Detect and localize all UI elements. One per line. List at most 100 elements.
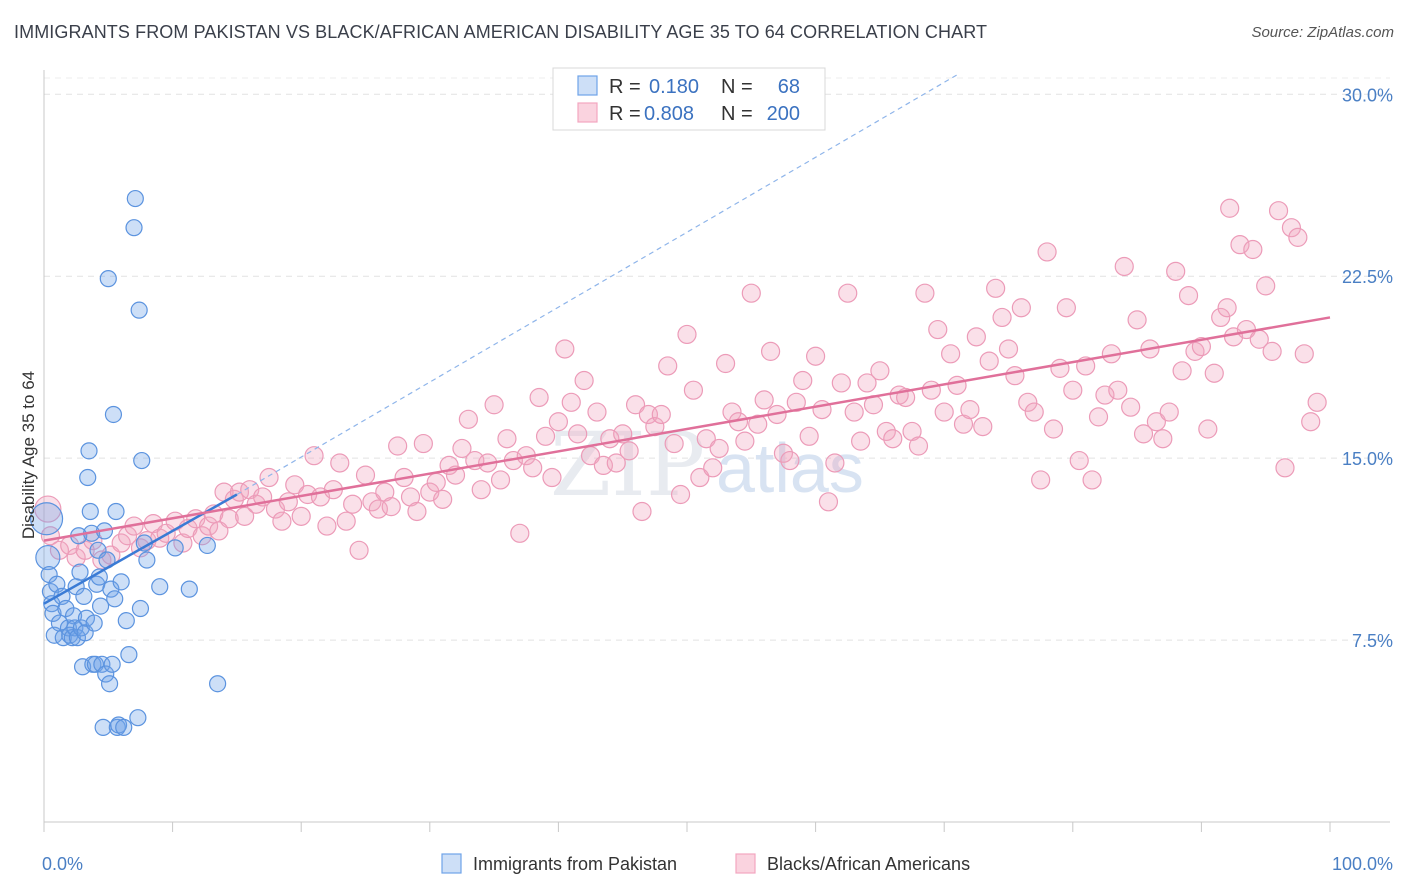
data-point-pink (1191, 336, 1212, 357)
trend-lines (43, 74, 1331, 605)
data-point-pink (484, 395, 504, 415)
data-point-pink (272, 511, 292, 531)
data-point-pink (362, 492, 382, 512)
data-point-pink (619, 441, 639, 461)
data-point-pink (1204, 363, 1224, 383)
bottom-legend-label: Immigrants from Pakistan (473, 854, 677, 874)
data-point-pink (1031, 470, 1051, 490)
data-point-pink (1037, 242, 1057, 262)
data-point-blue (131, 599, 150, 618)
data-point-pink (818, 492, 839, 512)
data-point-pink (998, 339, 1019, 359)
data-point-blue (180, 580, 198, 598)
data-point-pink (1301, 412, 1321, 432)
data-point-pink (1127, 310, 1147, 330)
data-point-pink (555, 339, 575, 359)
data-point-pink (760, 341, 781, 361)
data-point-pink (111, 533, 131, 553)
data-point-pink (1172, 361, 1192, 381)
data-point-pink (497, 429, 517, 449)
data-point-pink (291, 506, 311, 526)
data-point-blue (29, 502, 64, 536)
data-point-pink (1288, 227, 1308, 247)
data-point-pink (535, 426, 556, 446)
data-point-pink (831, 373, 851, 393)
data-point-blue (97, 665, 115, 683)
legend-swatch-blue (577, 75, 598, 96)
data-point-pink (883, 429, 903, 449)
data-point-pink (748, 414, 768, 434)
data-point-pink (696, 429, 716, 449)
data-point-pink (1088, 407, 1109, 427)
data-point-pink (1217, 298, 1237, 318)
data-point-pink (960, 400, 980, 420)
data-point-pink (844, 402, 864, 422)
data-point-pink (838, 283, 858, 303)
data-point-blue (115, 718, 133, 736)
data-point-pink (381, 497, 401, 517)
data-point-pink (709, 438, 729, 459)
data-point-pink (992, 307, 1012, 328)
data-point-pink (336, 511, 356, 531)
legend-n-label: N = (721, 76, 753, 98)
data-point-pink (561, 392, 581, 412)
data-point-pink (921, 380, 941, 400)
watermark-atlas: atlas (716, 429, 864, 507)
data-point-pink (529, 387, 549, 408)
data-point-pink (452, 438, 472, 459)
data-point-blue (112, 573, 130, 591)
legend-swatch-pink (577, 102, 598, 123)
axes (43, 70, 1390, 832)
data-point-blue (129, 709, 147, 727)
data-point-pink (349, 540, 369, 560)
legend-r-label: R = (609, 103, 641, 125)
legend-r-label: R = (609, 76, 641, 98)
data-point-pink (1268, 201, 1289, 221)
data-point-pink (523, 458, 543, 478)
data-point-pink (851, 431, 871, 451)
data-point-pink (542, 467, 562, 488)
data-point-pink (1211, 307, 1231, 328)
data-point-pink (259, 467, 279, 488)
data-point-blue (35, 544, 61, 571)
trend-line-pink (43, 316, 1331, 542)
data-point-blue (75, 587, 93, 606)
data-point-pink (857, 373, 877, 393)
data-point-pink (1230, 235, 1250, 255)
data-point-pink (1294, 344, 1314, 364)
data-point-pink (343, 494, 363, 514)
data-point-pink (773, 443, 794, 463)
trend-line-blue-extended (236, 74, 958, 496)
data-point-pink (34, 495, 62, 523)
data-point-pink (908, 436, 929, 456)
data-point-pink (979, 351, 999, 371)
data-point-pink (587, 402, 607, 422)
data-point-pink (1198, 419, 1218, 439)
data-point-pink (799, 426, 819, 446)
data-point-pink (966, 327, 986, 347)
data-point-pink (670, 484, 691, 505)
grid-lines (44, 77, 1390, 641)
data-point-pink (219, 509, 239, 529)
data-point-pink (973, 416, 993, 437)
data-point-blue (91, 597, 110, 615)
data-point-pink (285, 475, 305, 495)
data-point-pink (658, 356, 678, 376)
data-point-pink (683, 380, 704, 400)
bottom-legend-label: Blacks/African Americans (767, 854, 970, 874)
data-point-pink (510, 523, 530, 543)
data-point-pink (651, 404, 671, 425)
data-point-pink (1056, 298, 1076, 318)
data-point-pink (1069, 450, 1089, 471)
data-point-blue (71, 563, 89, 581)
data-point-pink (330, 453, 350, 473)
data-point-pink (317, 516, 337, 536)
data-point-pink (490, 470, 511, 490)
legend-n-value: 68 (778, 76, 800, 98)
data-point-pink (741, 283, 761, 303)
data-point-pink (458, 409, 478, 429)
data-point-pink (1005, 366, 1025, 386)
data-point-pink (426, 472, 446, 492)
data-point-pink (632, 501, 652, 522)
data-point-pink (625, 395, 646, 415)
